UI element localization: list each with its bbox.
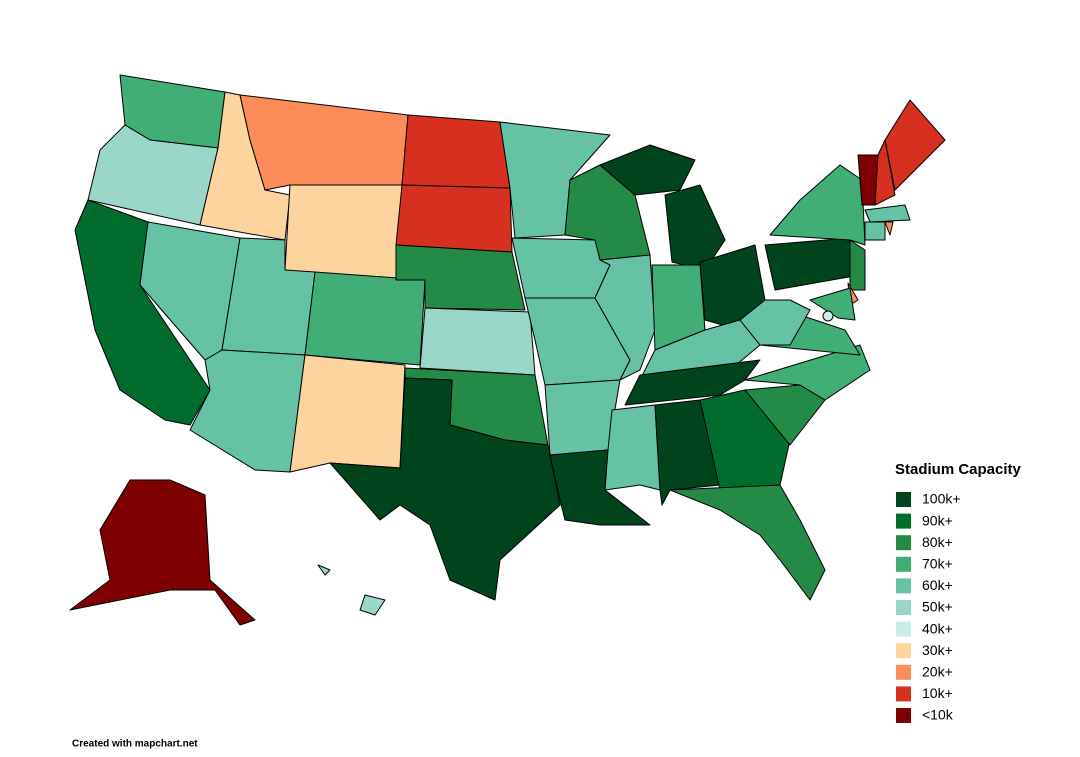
footer: Created with mapchart.net xyxy=(72,739,198,750)
state xyxy=(664,184,726,271)
state xyxy=(884,221,894,236)
legend-label: <10k xyxy=(922,707,954,723)
legend-swatch xyxy=(896,556,911,572)
legend-swatch xyxy=(896,643,911,659)
legend-label: 40k+ xyxy=(922,620,953,636)
state xyxy=(624,359,761,406)
legend-label: 80k+ xyxy=(922,534,953,550)
legend-label: 90k+ xyxy=(922,512,953,528)
legend-label: 20k+ xyxy=(922,664,953,680)
state xyxy=(189,349,306,473)
state xyxy=(419,307,536,376)
state xyxy=(669,484,826,601)
state xyxy=(511,237,611,299)
state xyxy=(284,184,403,281)
legend-swatch xyxy=(896,708,911,723)
state xyxy=(764,237,861,291)
legend-swatch xyxy=(896,600,911,615)
state xyxy=(69,479,256,626)
state xyxy=(884,99,946,191)
state xyxy=(849,239,866,291)
district xyxy=(822,310,834,322)
legend-swatch xyxy=(896,621,911,637)
state xyxy=(359,594,386,616)
legend-swatch xyxy=(896,513,911,529)
state xyxy=(317,564,331,576)
legend-title: Stadium Capacity xyxy=(895,461,1022,478)
legend-swatch xyxy=(896,578,911,594)
legend-swatch xyxy=(896,535,911,551)
state xyxy=(395,184,513,253)
state xyxy=(239,94,409,191)
legend-swatch xyxy=(896,686,911,702)
legend-label: 10k+ xyxy=(922,685,953,701)
state xyxy=(739,299,811,346)
state xyxy=(594,254,656,381)
legend-label: 100k+ xyxy=(922,491,961,507)
state xyxy=(289,354,406,473)
state xyxy=(304,271,426,366)
legend-swatch xyxy=(896,664,911,680)
legend-swatch xyxy=(896,492,911,507)
state xyxy=(401,114,511,189)
state xyxy=(864,221,886,241)
state xyxy=(329,377,561,601)
legend-label: 30k+ xyxy=(922,642,953,658)
states xyxy=(69,74,946,626)
state xyxy=(864,204,911,223)
state xyxy=(604,404,661,491)
state xyxy=(599,144,696,196)
legend-label: 70k+ xyxy=(922,556,953,572)
legend: 100k+ 90k+ 80k+ 70k+ 60k+ 50k+ 40k+ 30k+ 20k+ 10k… xyxy=(896,491,961,723)
legend-label: 60k+ xyxy=(922,577,953,593)
state xyxy=(769,164,866,246)
legend-label: 50k+ xyxy=(922,599,953,615)
state xyxy=(874,139,896,206)
